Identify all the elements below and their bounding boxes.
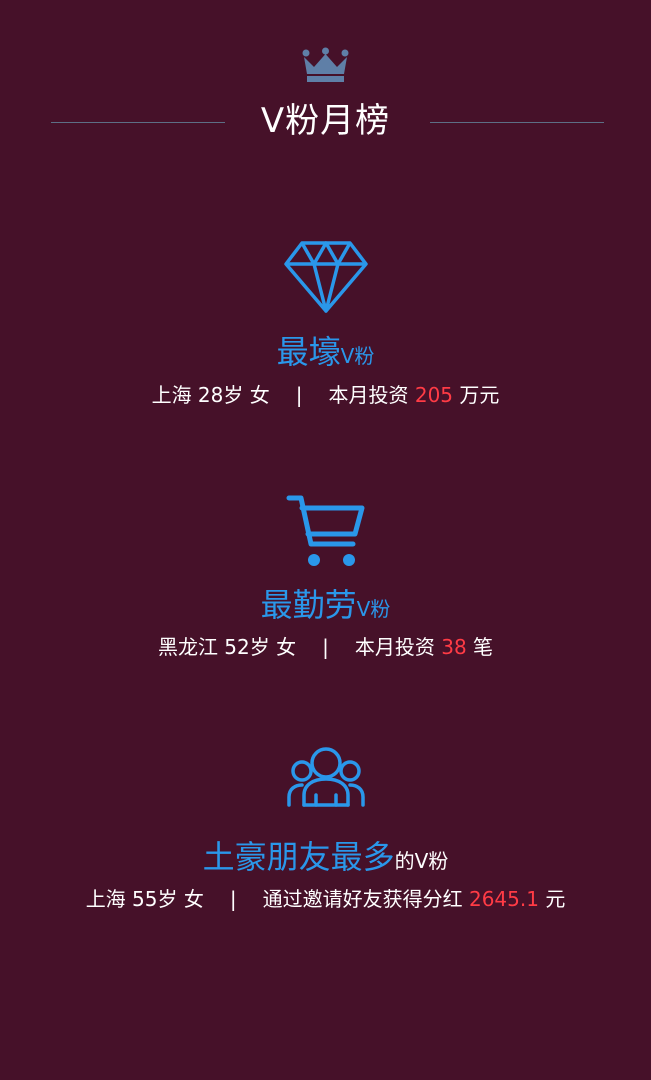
stat-suffix: 万元 bbox=[459, 383, 500, 407]
profile-info: 上海 55岁 女 bbox=[85, 887, 204, 911]
separator: | bbox=[322, 635, 329, 659]
section-richest bbox=[0, 240, 651, 314]
title-divider-right bbox=[430, 122, 604, 123]
crown-icon bbox=[302, 47, 349, 82]
section-hardest-working-detail: 黑龙江 52岁 女 | 本月投资 38 笔 bbox=[0, 632, 651, 662]
stat-value: 38 bbox=[441, 635, 467, 659]
stat-prefix: 通过邀请好友获得分红 bbox=[262, 887, 463, 911]
stat-suffix: 元 bbox=[545, 887, 566, 911]
title-divider-left bbox=[51, 122, 225, 123]
profile-info: 黑龙江 52岁 女 bbox=[157, 635, 297, 659]
stat-suffix: 笔 bbox=[473, 635, 494, 659]
section-title-suffix: V粉 bbox=[356, 597, 391, 621]
section-title-main: 最壕 bbox=[276, 333, 341, 371]
friends-group-icon bbox=[286, 747, 365, 807]
stat-prefix: 本月投资 bbox=[328, 383, 409, 407]
section-title-main: 土豪朋友最多 bbox=[202, 838, 395, 876]
section-richest-title: 最壕V粉 bbox=[0, 327, 651, 373]
diamond-icon bbox=[283, 241, 368, 313]
section-title-suffix: 的V粉 bbox=[394, 849, 449, 873]
profile-info: 上海 28岁 女 bbox=[151, 383, 270, 407]
section-hardest-working-title: 最勤劳V粉 bbox=[0, 580, 651, 626]
separator: | bbox=[295, 383, 303, 407]
section-hardest-working bbox=[0, 494, 651, 568]
page-title: V粉月榜 bbox=[260, 101, 391, 141]
section-title-suffix: V粉 bbox=[340, 344, 375, 368]
stat-value: 205 bbox=[414, 383, 454, 407]
stat-prefix: 本月投资 bbox=[354, 635, 435, 659]
stat-value: 2645.1 bbox=[468, 887, 539, 911]
section-richest-detail: 上海 28岁 女 | 本月投资 205 万元 bbox=[0, 380, 651, 410]
separator: | bbox=[229, 887, 237, 911]
section-title-main: 最勤劳 bbox=[260, 586, 357, 624]
shopping-cart-icon bbox=[286, 495, 364, 566]
section-most-friends bbox=[0, 743, 651, 809]
section-most-friends-detail: 上海 55岁 女 | 通过邀请好友获得分红 2645.1 元 bbox=[0, 884, 651, 914]
section-most-friends-title: 土豪朋友最多的V粉 bbox=[0, 832, 651, 878]
